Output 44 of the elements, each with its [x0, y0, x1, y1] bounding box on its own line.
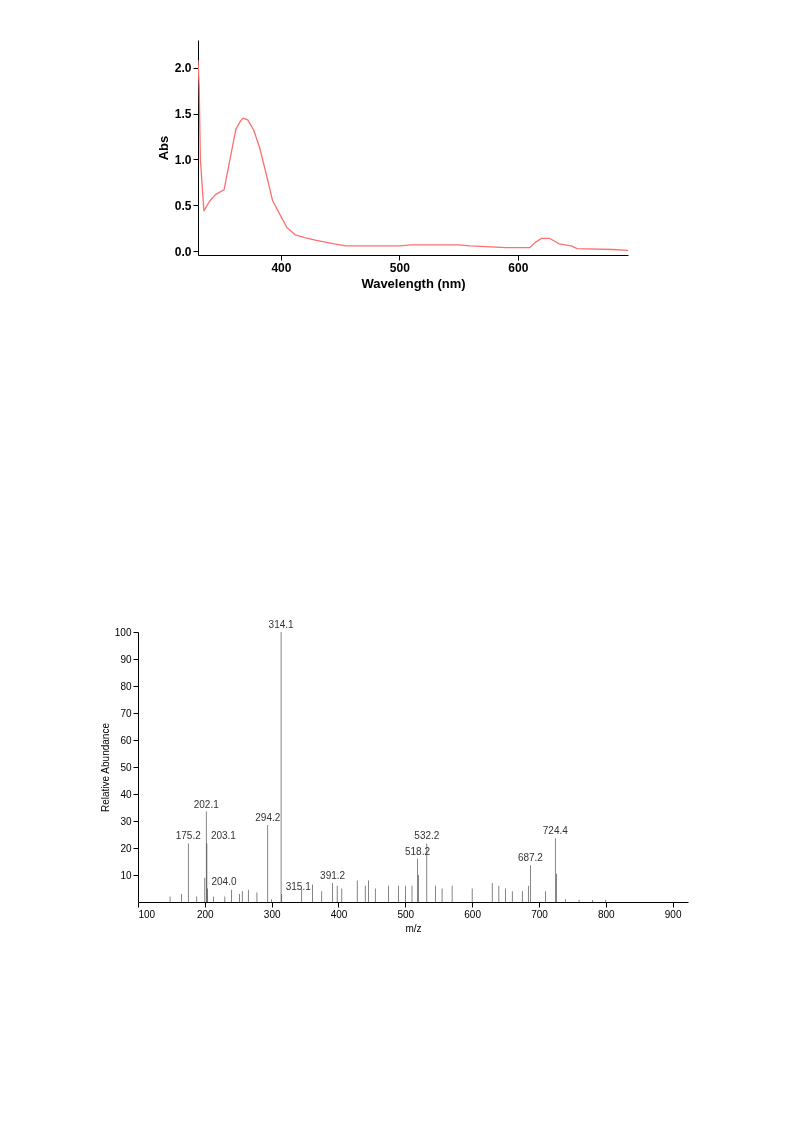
y-tick-label: 30: [120, 815, 132, 827]
annotation: 314.1: [268, 619, 295, 630]
annotation: 315.1: [285, 880, 312, 892]
y-axis-title: Relative Abundance: [99, 722, 111, 812]
x-tick-label: 200: [196, 908, 215, 920]
x-tick-label: 400: [271, 260, 292, 275]
y-tick-label: 50: [120, 761, 132, 773]
annotation: 204.0: [211, 875, 237, 887]
y-tick-label: 1.5: [174, 107, 192, 121]
annotation: 391.2: [320, 870, 346, 882]
y-tick-label: 70: [120, 707, 132, 719]
x-tick-label: 600: [508, 260, 529, 275]
x-axis-title: m/z: [405, 922, 422, 934]
x-tick-label: 600: [464, 908, 482, 920]
annotation: 175.2: [175, 830, 202, 842]
x-tick-label: 300: [263, 908, 281, 920]
x-tick-label: 500: [389, 260, 411, 275]
x-tick-label: 800: [597, 908, 616, 920]
y-tick-label: 100: [114, 626, 132, 638]
y-tick-label: 90: [120, 653, 132, 665]
x-axis-title: Wavelength (nm): [361, 275, 466, 291]
y-tick-label: 20: [120, 842, 132, 854]
y-tick-label: 40: [120, 788, 132, 800]
x-tick-label: 100: [138, 908, 156, 920]
x-tick-label: 500: [397, 908, 415, 920]
y-tick-label: 0.5: [174, 198, 192, 213]
line-series: [198, 59, 628, 252]
y-tick-label: 2.0: [174, 61, 192, 76]
annotation: 532.2: [414, 830, 440, 842]
y-tick-label: 80: [120, 680, 132, 692]
annotation: 203.1: [210, 830, 237, 842]
x-tick-label: 900: [664, 908, 682, 920]
y-axis-title: Abs: [155, 135, 171, 161]
x-tick-label: 400: [330, 908, 348, 920]
y-tick-label: 60: [120, 734, 132, 746]
annotation: 687.2: [517, 852, 544, 864]
annotation: 724.4: [542, 825, 569, 837]
y-tick-label: 1.0: [174, 152, 192, 167]
annotation: 518.2: [404, 845, 431, 857]
x-tick-label: 700: [531, 908, 549, 920]
y-tick-label: 10: [120, 869, 132, 881]
annotation: 294.2: [255, 812, 281, 824]
y-tick-label: 0.0: [174, 244, 192, 259]
annotation: 202.1: [193, 798, 220, 810]
